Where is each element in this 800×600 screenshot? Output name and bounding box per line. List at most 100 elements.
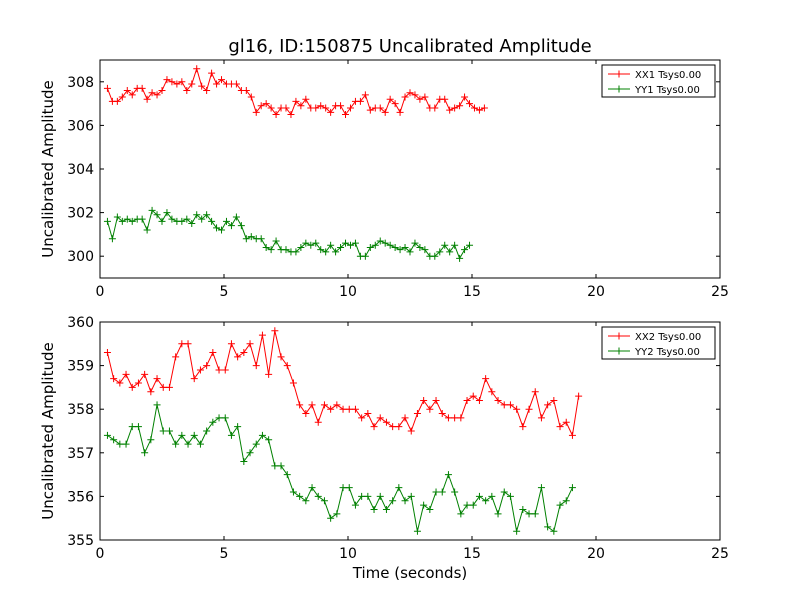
- plot1-series-1-point: [262, 100, 270, 108]
- plot1-legend-label-1: XX1 Tsys0.00: [635, 70, 701, 81]
- plot2-series-1-point: [184, 340, 192, 348]
- plot1-series-1-point: [153, 91, 161, 99]
- plot1-series-1-point: [361, 91, 369, 99]
- plot2-series-1-point: [556, 423, 564, 431]
- plot2-series-1-point: [358, 414, 366, 422]
- plot1-xtick-label: 0: [96, 284, 105, 300]
- plot2-xtick-label: 5: [220, 546, 229, 562]
- plot1-series-1-point: [203, 87, 211, 95]
- plot2-series-2-point: [537, 484, 545, 492]
- plot1-series-2-point: [411, 239, 419, 247]
- plot2-legend-marker-1: [615, 332, 623, 340]
- plot1-series-1-point: [470, 104, 478, 112]
- plot1-ytick-label: 308: [67, 75, 94, 91]
- plot2-series-2-point: [364, 492, 372, 500]
- plot2-series-2: [103, 401, 576, 535]
- plot2-series-1-point: [116, 379, 124, 387]
- plot1-series-1-point: [282, 104, 290, 112]
- plot2-ytick-label: 356: [67, 489, 94, 505]
- plot1-series-2-point: [312, 239, 320, 247]
- plot2-series-1-point: [265, 370, 273, 378]
- plot1-series-2-point: [257, 235, 265, 243]
- plot2-series-1-point: [221, 366, 229, 374]
- plot2-ytick-label: 359: [67, 359, 94, 375]
- plot1-series-2-point: [178, 217, 186, 225]
- plot2-series-2-point: [382, 505, 390, 513]
- plot1-series-2-point: [227, 222, 235, 230]
- plot1-xtick-label: 20: [587, 284, 605, 300]
- plot1-series-1-point: [218, 76, 226, 84]
- plot2-series-1-point: [469, 392, 477, 400]
- plot2-series-1-point: [302, 410, 310, 418]
- plot1-series-1-point: [431, 104, 439, 112]
- plot2-series-2-point: [134, 423, 142, 431]
- plot2-series-2-point: [407, 492, 415, 500]
- plot1-series-2-point: [198, 215, 206, 223]
- plot2-legend: XX2 Tsys0.00 YY2 Tsys0.00: [601, 326, 716, 360]
- plot2-series-2-point: [116, 440, 124, 448]
- plot1-series-2-point: [292, 248, 300, 256]
- plot2-series-2-point: [432, 488, 440, 496]
- plot2-series-2-point: [147, 436, 155, 444]
- plot1-series-1-point: [386, 95, 394, 103]
- plot2-series-1-point: [364, 410, 372, 418]
- plot1-series-1-point: [327, 108, 335, 116]
- plot2-series-2-point: [246, 449, 254, 457]
- plot1-series-2-point: [193, 211, 201, 219]
- plot2-series-1-point: [451, 414, 459, 422]
- plot1-series-1-point: [292, 97, 300, 105]
- top-subplot: 0 5 10 15 20 25 300 302 304 306 308 Uncalibrated Am…: [39, 59, 729, 300]
- plot2-series-1-point: [519, 423, 527, 431]
- plot1-series-1-point: [143, 95, 151, 103]
- plot1-series-2-point: [163, 209, 171, 217]
- plot2-series-1-point: [562, 418, 570, 426]
- plot1-series-1-point: [198, 82, 206, 90]
- plot1-series-2-point: [113, 213, 121, 221]
- plot2-series-1-point: [258, 331, 266, 339]
- plot1-series-2-point: [203, 211, 211, 219]
- plot1-series-1-point: [401, 93, 409, 101]
- plot1-series-2-point: [436, 248, 444, 256]
- plot2-series-2-point: [457, 510, 465, 518]
- plot2-series-2-point: [451, 488, 459, 496]
- plot2-series-1-point: [413, 410, 421, 418]
- plot2-series-1-point: [134, 379, 142, 387]
- plot2-series-2-point: [252, 440, 260, 448]
- plot2-xtick-label: 15: [463, 546, 481, 562]
- plot1-series-1-point: [178, 78, 186, 86]
- plot2-series-1-point: [420, 396, 428, 404]
- plot1-series-1-point: [158, 87, 166, 95]
- plot1-xtick-label: 5: [220, 284, 229, 300]
- plot2-series-2-point: [190, 431, 198, 439]
- plot1-legend-label-2: YY1 Tsys0.00: [634, 85, 700, 96]
- plot1-series-2-point: [297, 243, 305, 251]
- plot1-series-2-point: [103, 217, 111, 225]
- plot2-series-1-point: [128, 383, 136, 391]
- plot2-series-2-point: [203, 427, 211, 435]
- plot1-series-2-point: [406, 248, 414, 256]
- plot2-series-1-point: [401, 414, 409, 422]
- plot1-series-1-point: [103, 84, 111, 92]
- plot1-series-1-point: [138, 84, 146, 92]
- plot2-series-2-point: [110, 436, 118, 444]
- plot2-series-2-point: [351, 501, 359, 509]
- plot2-series-2-point: [227, 431, 235, 439]
- plot1-series-1-point: [287, 111, 295, 118]
- plot2-series-1-point: [432, 396, 440, 404]
- plot2-series-2-point: [308, 484, 316, 492]
- plot1-series-1-point: [475, 106, 483, 114]
- plot2-series-2-point: [506, 492, 514, 500]
- plot2-series-1-point: [190, 375, 198, 383]
- plot2-series-2-point: [178, 431, 186, 439]
- plot2-series-1-point: [283, 362, 291, 370]
- plot2-series-1-point: [389, 423, 397, 431]
- plot1-series-2-point: [396, 246, 404, 254]
- plot2-series-1-point: [525, 405, 533, 413]
- plot1-series-2-point: [416, 243, 424, 251]
- plot1-series-2-point: [446, 248, 454, 256]
- plot2-series-2-point: [240, 458, 248, 466]
- plot1-series-1-point: [456, 102, 464, 110]
- plot2-series-1-point: [537, 414, 545, 422]
- plot2-series-1-point: [178, 340, 186, 348]
- plot2-series-1-point: [351, 405, 359, 413]
